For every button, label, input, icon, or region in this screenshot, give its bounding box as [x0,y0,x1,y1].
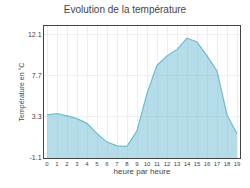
svg-text:9: 9 [135,161,139,167]
svg-text:6: 6 [105,161,109,167]
svg-text:14: 14 [184,161,191,167]
svg-text:heure par heure: heure par heure [114,167,171,176]
svg-text:1: 1 [55,161,59,167]
svg-text:11: 11 [154,161,161,167]
svg-text:Evolution de la température: Evolution de la température [64,4,187,15]
svg-text:8: 8 [125,161,129,167]
svg-text:13: 13 [174,161,181,167]
svg-text:Température en °C: Température en °C [18,63,26,122]
svg-text:0: 0 [45,161,49,167]
svg-text:15: 15 [194,161,201,167]
svg-text:12: 12 [164,161,171,167]
svg-text:10: 10 [144,161,151,167]
svg-text:7.7: 7.7 [32,72,42,79]
svg-text:4: 4 [85,161,89,167]
svg-text:17: 17 [214,161,221,167]
svg-text:19: 19 [234,161,241,167]
svg-text:16: 16 [204,161,211,167]
svg-text:7: 7 [115,161,119,167]
svg-text:-1.1: -1.1 [30,154,42,161]
svg-text:12.1: 12.1 [28,31,42,38]
svg-text:2: 2 [65,161,69,167]
svg-text:18: 18 [224,161,231,167]
svg-text:3.3: 3.3 [32,113,42,120]
svg-text:3: 3 [75,161,79,167]
svg-text:5: 5 [95,161,99,167]
